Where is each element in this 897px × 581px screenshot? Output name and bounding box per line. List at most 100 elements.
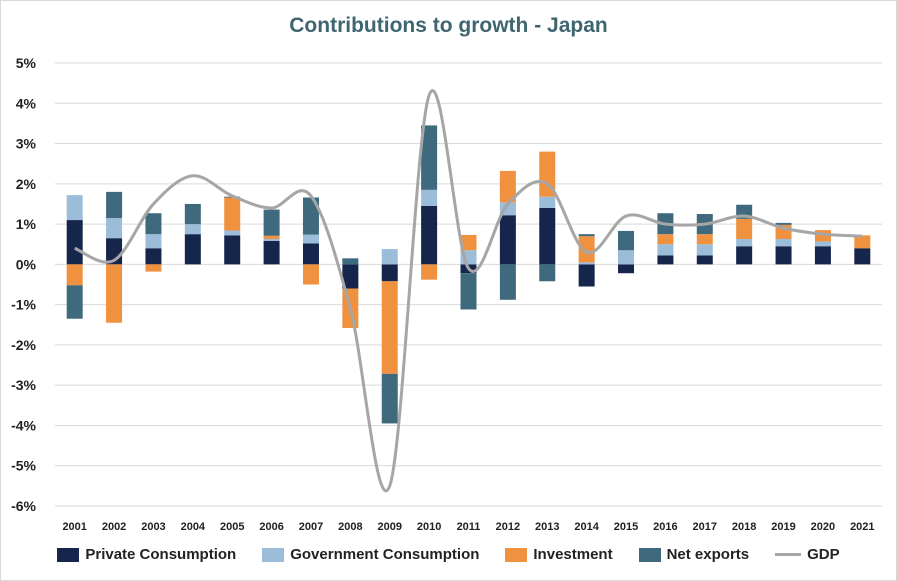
x-tick-label: 2021: [850, 521, 874, 533]
legend-item-private-consumption: Private Consumption: [57, 546, 236, 563]
bar-government-consumption: [814, 241, 831, 247]
bar-investment: [736, 218, 753, 239]
bar-net-exports: [421, 125, 438, 190]
bar-private-consumption: [224, 235, 241, 265]
x-tick-label: 2004: [181, 521, 206, 533]
y-tick-label: 4%: [16, 95, 37, 111]
bar-private-consumption: [381, 264, 398, 282]
legend-item-investment: Investment: [505, 546, 613, 563]
x-tick-label: 2003: [141, 521, 165, 533]
x-tick-label: 2016: [653, 521, 677, 533]
legend-label-private-consumption: Private Consumption: [85, 546, 237, 563]
bar-private-consumption: [775, 246, 792, 265]
bar-investment: [224, 197, 241, 231]
x-tick-label: 2012: [496, 521, 520, 533]
x-tick-label: 2009: [377, 521, 401, 533]
bar-private-consumption: [618, 264, 635, 274]
bar-investment: [460, 234, 477, 251]
y-tick-label: 5%: [16, 55, 37, 71]
bar-net-exports: [460, 273, 477, 310]
bar-investment: [145, 264, 162, 272]
legend-swatch-private-consumption: [57, 547, 80, 562]
bar-investment: [854, 235, 871, 249]
bar-private-consumption: [814, 246, 831, 265]
bar-private-consumption: [66, 220, 83, 265]
x-tick-label: 2002: [102, 521, 126, 533]
bar-investment: [657, 234, 674, 245]
bar-investment: [696, 234, 713, 245]
bar-investment: [578, 236, 595, 263]
bar-private-consumption: [657, 255, 674, 265]
bar-net-exports: [381, 373, 398, 424]
bar-private-consumption: [736, 246, 753, 265]
x-tick-label: 2013: [535, 521, 559, 533]
bar-investment: [814, 230, 831, 242]
bar-net-exports: [145, 213, 162, 235]
bar-government-consumption: [66, 195, 83, 221]
legend-item-net-exports: Net exports: [638, 546, 749, 563]
chart-title: Contributions to growth - Japan: [289, 14, 608, 37]
bar-private-consumption: [145, 248, 162, 265]
bar-net-exports: [66, 285, 83, 319]
bar-government-consumption: [775, 238, 792, 247]
x-tick-label: 2015: [614, 521, 638, 533]
y-tick-label: -1%: [11, 297, 36, 313]
x-tick-label: 2010: [417, 521, 441, 533]
x-tick-label: 2007: [299, 521, 323, 533]
y-tick-label: -3%: [11, 377, 36, 393]
bar-government-consumption: [618, 250, 635, 265]
bar-government-consumption: [145, 234, 162, 249]
bar-government-consumption: [381, 249, 398, 265]
bar-net-exports: [184, 203, 201, 225]
legend-item-gdp: GDP: [775, 546, 840, 563]
bar-investment: [302, 264, 319, 285]
x-tick-label: 2005: [220, 521, 244, 533]
bar-private-consumption: [421, 205, 438, 265]
bar-private-consumption: [578, 264, 595, 287]
y-tick-label: -5%: [11, 458, 36, 474]
legend-label-government-consumption: Government Consumption: [290, 546, 480, 563]
bar-government-consumption: [224, 230, 241, 236]
y-tick-label: -6%: [11, 498, 36, 514]
bar-private-consumption: [302, 243, 319, 265]
gdp-line: [74, 89, 863, 492]
bar-private-consumption: [499, 215, 516, 265]
x-tick-label: 2008: [338, 521, 362, 533]
legend-label-investment: Investment: [533, 546, 613, 563]
bar-net-exports: [263, 209, 280, 236]
x-tick-label: 2006: [259, 521, 283, 533]
bar-net-exports: [302, 197, 319, 235]
y-tick-label: 1%: [16, 216, 37, 232]
bar-net-exports: [578, 234, 595, 237]
bar-government-consumption: [263, 238, 280, 242]
bar-private-consumption: [696, 255, 713, 265]
bar-investment: [381, 281, 398, 374]
bar-private-consumption: [342, 264, 359, 289]
bar-government-consumption: [736, 238, 753, 247]
bar-investment: [421, 264, 438, 280]
legend-item-government-consumption: Government Consumption: [262, 546, 479, 563]
bar-government-consumption: [421, 189, 438, 206]
bar-investment: [263, 235, 280, 239]
x-tick-label: 2018: [732, 521, 756, 533]
x-tick-label: 2014: [574, 521, 599, 533]
bar-government-consumption: [106, 218, 123, 239]
bar-investment: [66, 264, 83, 286]
bar-government-consumption: [578, 262, 595, 265]
legend-swatch-investment: [505, 547, 528, 562]
bar-net-exports: [106, 191, 123, 219]
y-tick-label: 0%: [16, 256, 37, 272]
bar-government-consumption: [539, 196, 556, 208]
bar-investment: [499, 170, 516, 203]
bar-net-exports: [499, 264, 516, 300]
chart-legend: Private Consumption Government Consumpti…: [0, 546, 897, 563]
legend-swatch-gdp: [775, 553, 802, 556]
y-tick-label: -4%: [11, 417, 36, 433]
y-tick-label: -2%: [11, 337, 36, 353]
bar-net-exports: [618, 230, 635, 251]
x-tick-label: 2011: [457, 521, 481, 533]
x-tick-label: 2019: [771, 521, 795, 533]
y-tick-label: 2%: [16, 176, 37, 192]
bar-government-consumption: [696, 244, 713, 256]
